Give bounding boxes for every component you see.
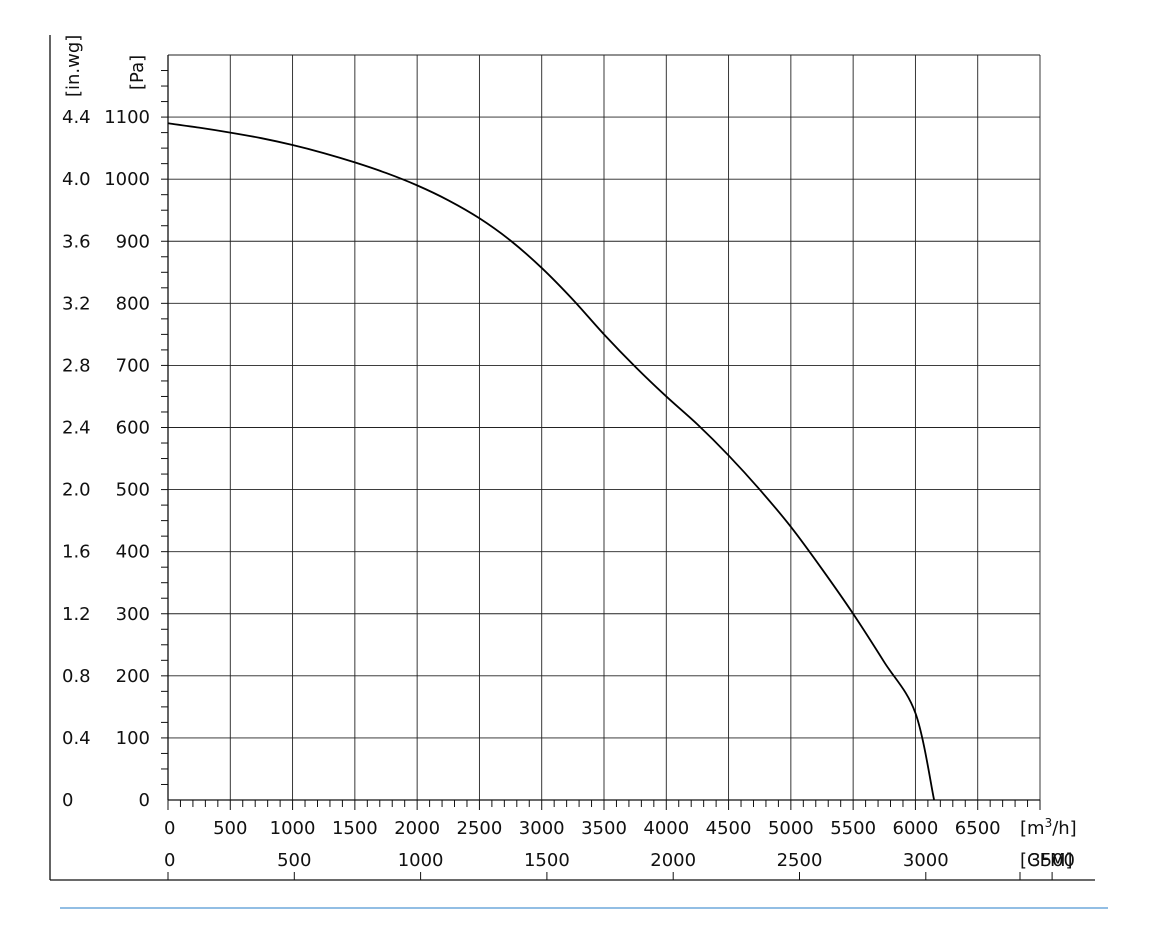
- y-tick-label-inwg: 3.6: [62, 231, 91, 252]
- x-tick-label-m3h: 3500: [581, 818, 627, 839]
- tick-labels: 001000.42000.83001.24001.65002.06002.470…: [62, 35, 1077, 871]
- y-tick-label-inwg: 1.2: [62, 604, 91, 625]
- y-tick-label-pa: 1100: [104, 107, 150, 128]
- x-tick-label-m3h: 5500: [830, 818, 876, 839]
- x-tick-label-cfm: 3500: [1029, 850, 1075, 871]
- y-tick-label-pa: 300: [116, 604, 150, 625]
- x-unit-cfm: [CFM]: [1020, 850, 1073, 871]
- y-unit-inwg: [in.wg]: [63, 35, 84, 97]
- performance-curve: [167, 122, 935, 801]
- x-tick-label-m3h: 5000: [768, 818, 814, 839]
- grid: [168, 54, 1041, 800]
- y-tick-label-inwg: 4.4: [62, 107, 91, 128]
- y-tick-label-pa: 0: [139, 790, 150, 811]
- x-tick-label-m3h: 500: [213, 818, 247, 839]
- y-tick-label-pa: 900: [116, 231, 150, 252]
- y-tick-label-pa: 600: [116, 418, 150, 439]
- y-tick-label-inwg: 2.8: [62, 355, 91, 376]
- y-tick-label-pa: 400: [116, 542, 150, 563]
- x-tick-label-m3h: 4000: [643, 818, 689, 839]
- y-tick-label-inwg: 0: [62, 790, 73, 811]
- y-tick-label-inwg: 2.0: [62, 480, 91, 501]
- curve-layer: [167, 122, 935, 801]
- x-tick-label-cfm: 2500: [777, 850, 823, 871]
- y-tick-label-inwg: 2.4: [62, 418, 91, 439]
- x-unit-m3h: [m3/h]: [1020, 816, 1077, 839]
- y-tick-label-inwg: 0.4: [62, 728, 91, 749]
- x-tick-label-m3h: 3000: [519, 818, 565, 839]
- y-tick-label-pa: 800: [116, 293, 150, 314]
- x-tick-label-cfm: 2000: [650, 850, 696, 871]
- x-tick-label-m3h: 2000: [394, 818, 440, 839]
- x-tick-label-cfm: 0: [164, 850, 175, 871]
- x-tick-label-m3h: 6000: [893, 818, 939, 839]
- x-tick-label-cfm: 1500: [524, 850, 570, 871]
- y-tick-label-inwg: 4.0: [62, 169, 91, 190]
- y-tick-label-pa: 700: [116, 355, 150, 376]
- x-tick-label-m3h: 1000: [270, 818, 316, 839]
- x-tick-label-m3h: 0: [164, 818, 175, 839]
- chart-frame: [49, 35, 1108, 909]
- x-tick-label-cfm: 3000: [903, 850, 949, 871]
- y-tick-label-pa: 100: [116, 728, 150, 749]
- y-unit-pa: [Pa]: [127, 55, 148, 90]
- y-tick-label-inwg: 1.6: [62, 542, 91, 563]
- x-tick-label-m3h: 2500: [457, 818, 503, 839]
- x-tick-label-cfm: 1000: [398, 850, 444, 871]
- y-tick-label-pa: 500: [116, 480, 150, 501]
- y-tick-label-pa: 1000: [104, 169, 150, 190]
- x-tick-label-cfm: 500: [277, 850, 311, 871]
- x-tick-label-m3h: 1500: [332, 818, 378, 839]
- y-tick-label-inwg: 0.8: [62, 666, 91, 687]
- axes: [161, 55, 1053, 880]
- x-tick-label-m3h: 4500: [706, 818, 752, 839]
- y-tick-label-inwg: 3.2: [62, 293, 91, 314]
- y-tick-label-pa: 200: [116, 666, 150, 687]
- x-tick-label-m3h: 6500: [955, 818, 1001, 839]
